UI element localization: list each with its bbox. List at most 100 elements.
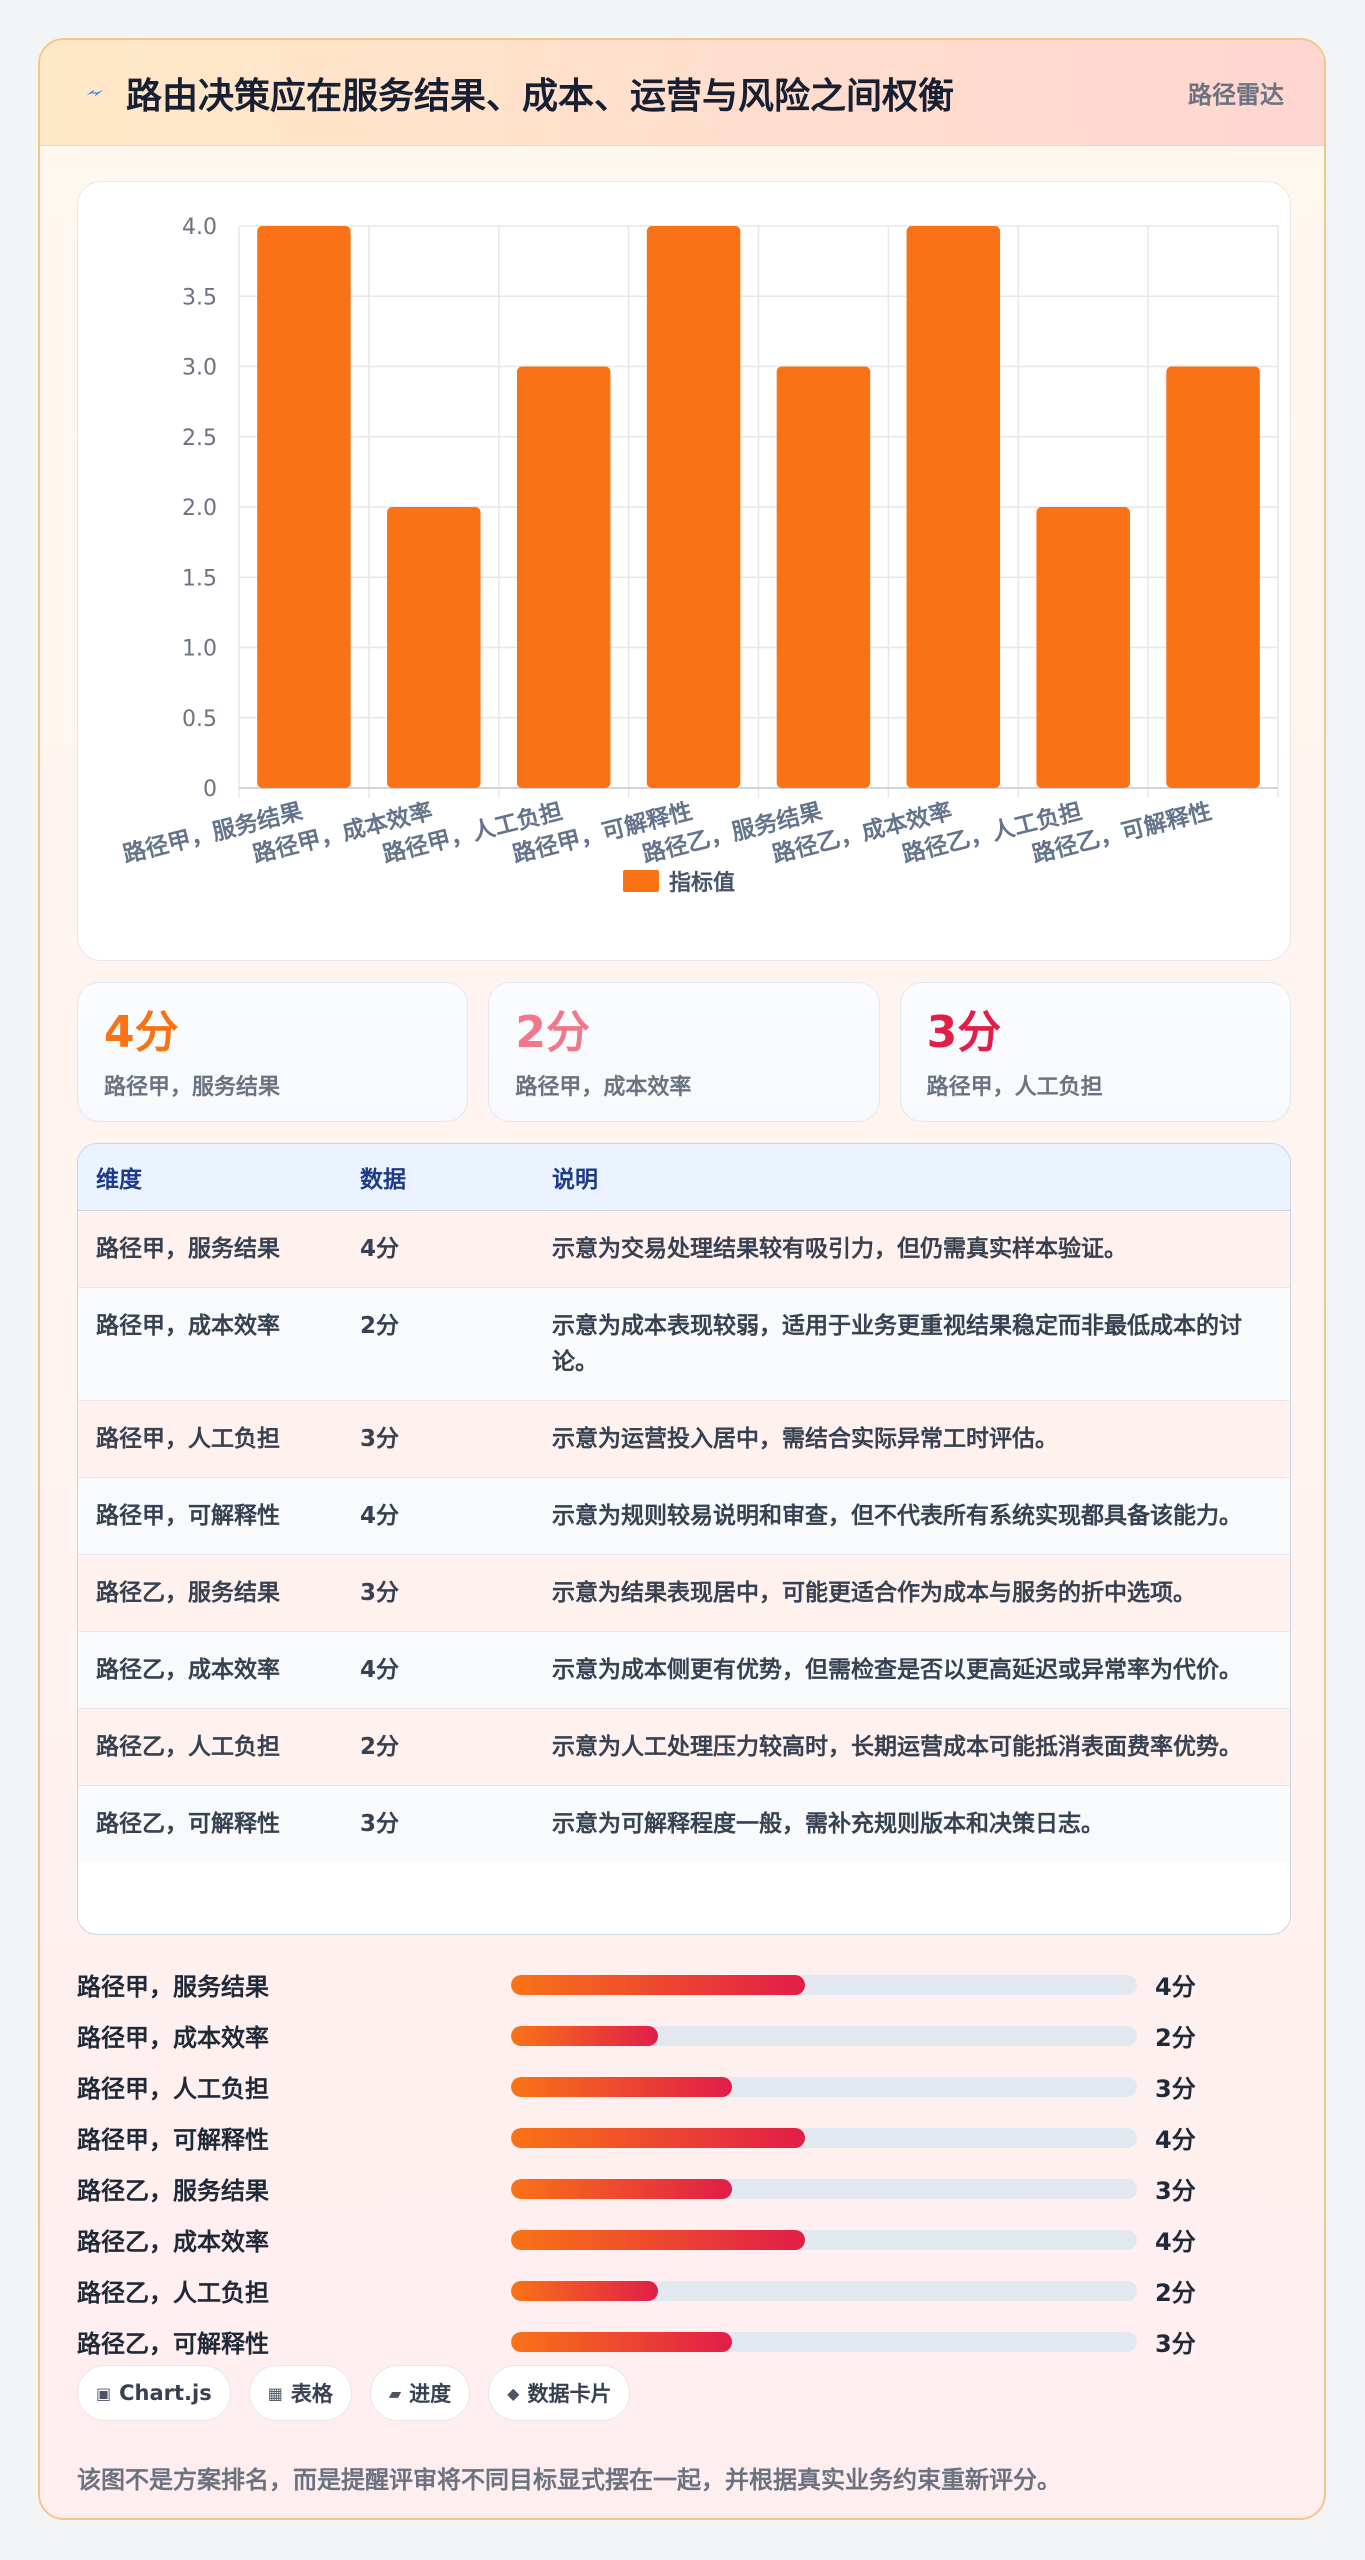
lightning-icon [80, 78, 110, 108]
table-cell-value: 4分 [342, 1631, 534, 1709]
table-cell-value: 4分 [342, 1477, 534, 1555]
progress-fill [511, 2025, 659, 2046]
bar [1166, 366, 1260, 788]
table-cell-description: 示意为运营投入居中，需结合实际异常工时评估。 [534, 1400, 1290, 1478]
legend-swatch [623, 870, 659, 892]
column-header-dimension: 维度 [78, 1144, 342, 1211]
progress-label: 路径乙，人工负担 [77, 2279, 269, 2307]
progress-row: 路径甲，可解释性 4分 [77, 2112, 1291, 2163]
kpi-value: 4分 [104, 1007, 179, 1058]
kpi-row: 4分 路径甲，服务结果 2分 路径甲，成本效率 3分 路径甲，人工负担 [77, 982, 1291, 1122]
chip-data-card[interactable]: ◆ 数据卡片 [488, 2365, 631, 2421]
progress-track [511, 2331, 1137, 2352]
table-cell-description: 示意为交易处理结果较有吸引力，但仍需真实样本验证。 [534, 1210, 1290, 1288]
bar [646, 226, 741, 788]
table-cell-description: 示意为规则较易说明和审查，但不代表所有系统实现都具备该能力。 [534, 1477, 1290, 1555]
progress-fill [511, 2178, 732, 2199]
legend-label: 指标值 [669, 870, 735, 896]
progress-row: 路径乙，成本效率 4分 [77, 2214, 1291, 2265]
progress-label: 路径乙，服务结果 [77, 2177, 269, 2205]
progress-track [511, 2025, 1137, 2046]
chip-label: Chart.js [119, 2381, 212, 2405]
chart-icon: ▣ [96, 2383, 112, 2403]
progress-value: 4分 [1155, 2126, 1196, 2154]
table-row: 路径乙，成本效率 4分 示意为成本侧更有优势，但需检查是否以更高延迟或异常率为代… [78, 1631, 1290, 1709]
table-row: 路径甲，服务结果 4分 示意为交易处理结果较有吸引力，但仍需真实样本验证。 [78, 1210, 1290, 1288]
progress-value: 3分 [1155, 2330, 1196, 2358]
chip-progress[interactable]: ▰ 进度 [369, 2365, 471, 2421]
kpi-value: 3分 [926, 1007, 1002, 1058]
bar [257, 226, 351, 788]
progress-fill [511, 2280, 659, 2301]
bar [906, 226, 1001, 788]
table-cell-dimension: 路径甲，人工负担 [78, 1400, 342, 1478]
data-table: 维度 数据 说明 路径甲，服务结果 4分 示意为交易处理结果较有吸引力，但仍需真… [77, 1143, 1291, 1935]
progress-value: 3分 [1155, 2177, 1196, 2205]
progress-track [511, 2280, 1137, 2301]
chip-row: ▣ Chart.js ▦ 表格 ▰ 进度 ◆ 数据卡片 [77, 2365, 631, 2421]
header: 路由决策应在服务结果、成本、运营与风险之间权衡 路径雷达 [40, 40, 1324, 146]
progress-track [511, 1974, 1137, 1995]
progress-row: 路径乙，服务结果 3分 [77, 2163, 1291, 2214]
kpi-card: 3分 路径甲，人工负担 [899, 982, 1291, 1122]
progress-row: 路径乙，人工负担 2分 [77, 2265, 1291, 2316]
table-cell-dimension: 路径甲，可解释性 [78, 1477, 342, 1555]
table-cell-description: 示意为人工处理压力较高时，长期运营成本可能抵消表面费率优势。 [534, 1708, 1290, 1786]
table-cell-description: 示意为成本侧更有优势，但需检查是否以更高延迟或异常率为代价。 [534, 1631, 1290, 1709]
progress-row: 路径甲，人工负担 3分 [77, 2061, 1291, 2112]
y-tick-label: 0 [203, 777, 217, 802]
table-cell-value: 4分 [342, 1210, 534, 1288]
progress-fill [511, 2076, 732, 2097]
bar [1036, 507, 1130, 788]
y-tick-label: 2.5 [182, 426, 217, 451]
y-tick-label: 1.5 [182, 566, 217, 591]
chip-label: 进度 [409, 2382, 452, 2406]
table-cell-dimension: 路径乙，人工负担 [78, 1708, 342, 1786]
progress-label: 路径甲，成本效率 [77, 2024, 269, 2052]
y-tick-label: 4.0 [182, 215, 217, 240]
bar [776, 366, 871, 788]
kpi-label: 路径甲，人工负担 [926, 1075, 1103, 1100]
table-cell-description: 示意为结果表现居中，可能更适合作为成本与服务的折中选项。 [534, 1554, 1290, 1632]
table-icon: ▦ [267, 2383, 283, 2403]
column-header-data: 数据 [342, 1144, 534, 1211]
table-cell-value: 3分 [342, 1400, 534, 1478]
progress-fill [511, 2229, 806, 2250]
progress-value: 4分 [1155, 2228, 1196, 2256]
table-cell-dimension: 路径乙，成本效率 [78, 1631, 342, 1709]
kpi-card: 4分 路径甲，服务结果 [77, 982, 469, 1122]
card-icon: ◆ [507, 2383, 520, 2403]
progress-list: 路径甲，服务结果 4分 路径甲，成本效率 2分 路径甲，人工负担 3分 路径甲，… [77, 1959, 1291, 2367]
dashboard-frame: 路由决策应在服务结果、成本、运营与风险之间权衡 路径雷达 0 0.5 1.0 1.5 2… [38, 38, 1326, 2520]
table-row: 路径甲，成本效率 2分 示意为成本表现较弱，适用于业务更重视结果稳定而非最低成本… [78, 1287, 1290, 1401]
progress-row: 路径甲，成本效率 2分 [77, 2010, 1291, 2061]
y-tick-label: 0.5 [182, 707, 217, 732]
progress-fill [511, 2127, 806, 2148]
chip-chartjs[interactable]: ▣ Chart.js [77, 2365, 231, 2421]
column-header-description: 说明 [534, 1144, 1290, 1211]
progress-track [511, 2127, 1137, 2148]
kpi-label: 路径甲，服务结果 [104, 1075, 281, 1100]
progress-row: 路径甲，服务结果 4分 [77, 1959, 1291, 2010]
y-tick-label: 2.0 [182, 496, 217, 521]
kpi-card: 2分 路径甲，成本效率 [488, 982, 880, 1122]
table-row: 路径乙，可解释性 3分 示意为可解释程度一般，需补充规则版本和决策日志。 [78, 1785, 1290, 1862]
progress-label: 路径乙，可解释性 [77, 2330, 269, 2358]
footnote: 该图不是方案排名，而是提醒评审将不同目标显式摆在一起，并根据真实业务约束重新评分… [77, 2466, 1061, 2494]
table-cell-value: 2分 [342, 1708, 534, 1786]
progress-value: 2分 [1155, 2024, 1196, 2052]
chip-table[interactable]: ▦ 表格 [248, 2365, 352, 2421]
table-row: 路径甲，可解释性 4分 示意为规则较易说明和审查，但不代表所有系统实现都具备该能… [78, 1477, 1290, 1555]
header-tag: 路径雷达 [1188, 81, 1284, 109]
progress-icon: ▰ [388, 2383, 402, 2403]
progress-track [511, 2178, 1137, 2199]
table-row: 路径乙，人工负担 2分 示意为人工处理压力较高时，长期运营成本可能抵消表面费率优… [78, 1708, 1290, 1786]
progress-value: 2分 [1155, 2279, 1196, 2307]
table-cell-value: 2分 [342, 1287, 534, 1401]
table-cell-description: 示意为成本表现较弱，适用于业务更重视结果稳定而非最低成本的讨论。 [534, 1287, 1290, 1401]
progress-track [511, 2076, 1137, 2097]
progress-fill [511, 2331, 732, 2352]
progress-label: 路径甲，可解释性 [77, 2126, 269, 2154]
table-row: 路径乙，服务结果 3分 示意为结果表现居中，可能更适合作为成本与服务的折中选项。 [78, 1554, 1290, 1632]
table-cell-value: 3分 [360, 1810, 400, 1837]
